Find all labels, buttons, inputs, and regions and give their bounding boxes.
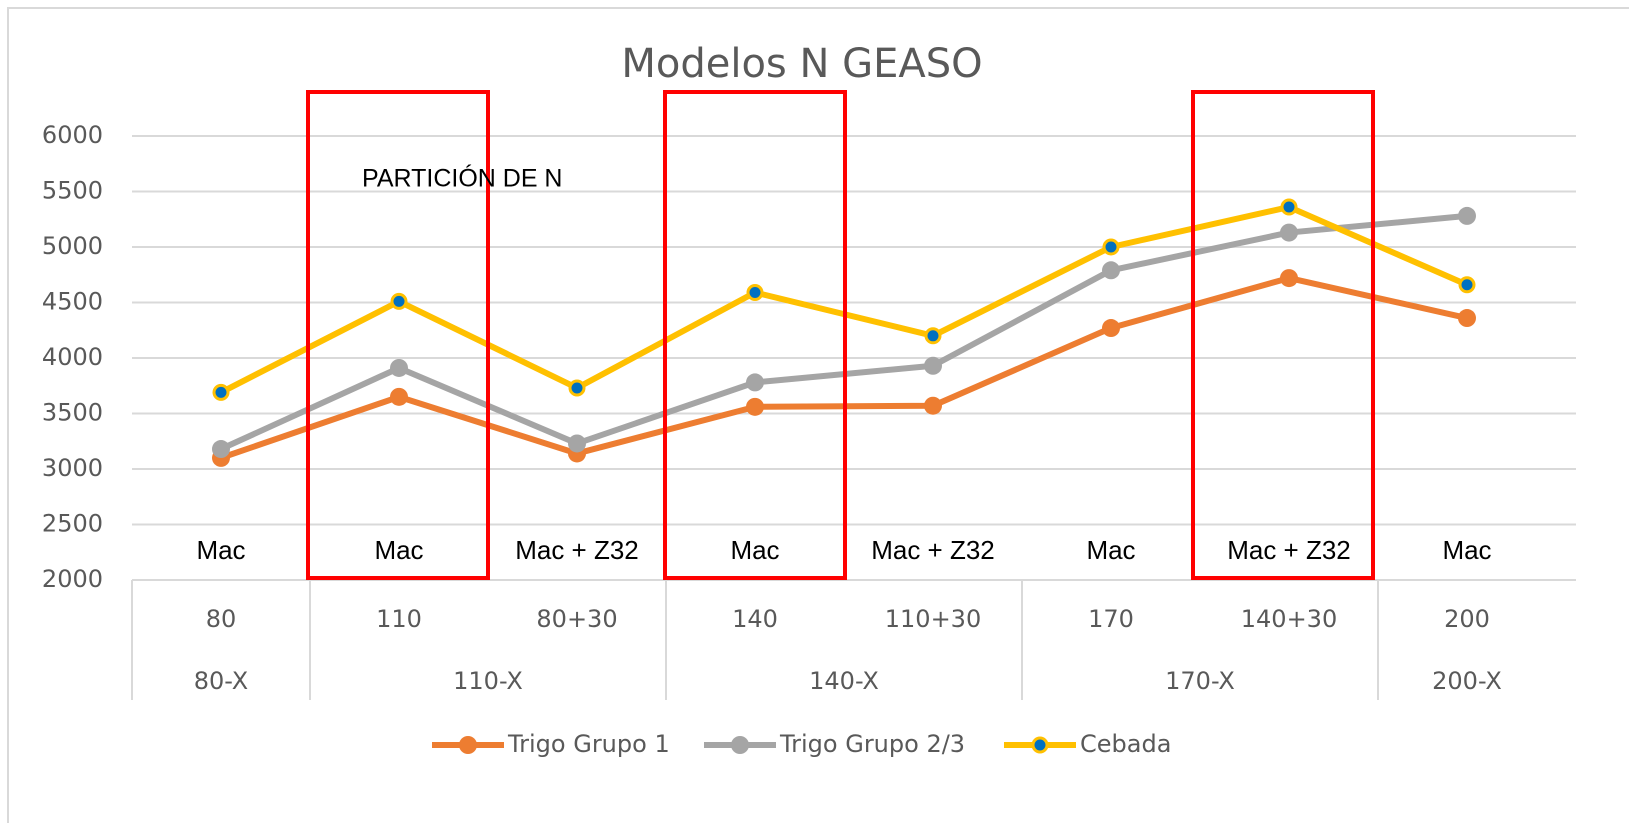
y-tick-label: 2500 — [42, 510, 103, 538]
point — [1102, 319, 1120, 338]
y-tick-label: 6000 — [42, 121, 103, 149]
y-tick-label: 5000 — [42, 232, 103, 260]
x-tick-label: 80+30 — [536, 605, 617, 633]
group-label: 110-X — [453, 667, 523, 695]
x-tick-label: 140+30 — [1241, 605, 1337, 633]
highlight-box — [306, 90, 490, 580]
treatment-label: Mac — [730, 535, 779, 565]
point — [1280, 223, 1298, 242]
point — [1280, 198, 1298, 216]
x-tick-label: 110+30 — [885, 605, 981, 633]
point — [212, 440, 230, 459]
point — [746, 284, 764, 302]
annotation: PARTICIÓN DE N — [362, 164, 563, 193]
y-tick-label: 3000 — [42, 454, 103, 482]
point — [924, 356, 942, 375]
point — [568, 434, 586, 453]
legend-marker — [1031, 736, 1049, 754]
point — [1458, 309, 1476, 328]
group-label: 170-X — [1165, 667, 1235, 695]
y-tick-label: 4000 — [42, 343, 103, 371]
grid: 2000 2500 3000 3500 4000 4500 5000 5500 6000 Mac 8… — [42, 121, 1576, 700]
legend-label: Cebada — [1080, 730, 1171, 758]
y-tick-label: 3500 — [42, 399, 103, 427]
y-tick-label: 5500 — [42, 177, 103, 205]
chart-title: Modelos N GEASO — [621, 41, 982, 87]
point — [568, 379, 586, 397]
y-tick-label: 4500 — [42, 288, 103, 316]
treatment-label: Mac — [1442, 535, 1491, 565]
legend-marker — [731, 736, 749, 754]
group-label: 80-X — [194, 667, 248, 695]
chart-border — [7, 7, 1629, 823]
point — [746, 397, 764, 416]
point — [1102, 261, 1120, 280]
legend-marker — [459, 736, 477, 754]
treatment-label: Mac — [196, 535, 245, 565]
point — [390, 292, 408, 310]
x-tick-label: 110 — [376, 605, 422, 633]
group-label: 200-X — [1432, 667, 1502, 695]
highlight-box — [1191, 90, 1375, 580]
point — [924, 396, 942, 415]
treatment-label: Mac + Z32 — [1227, 535, 1351, 565]
point — [924, 327, 942, 345]
y-tick-label: 2000 — [42, 565, 103, 593]
x-tick-label: 170 — [1088, 605, 1134, 633]
x-tick-label: 140 — [732, 605, 778, 633]
legend: Trigo Grupo 1 Trigo Grupo 2/3 Cebada — [432, 730, 1171, 758]
point — [746, 373, 764, 392]
treatment-label: Mac — [374, 535, 423, 565]
point — [1102, 238, 1120, 256]
x-tick-label: 80 — [206, 605, 237, 633]
legend-label: Trigo Grupo 2/3 — [779, 730, 965, 758]
point — [1458, 276, 1476, 294]
point — [212, 383, 230, 401]
legend-label: Trigo Grupo 1 — [507, 730, 670, 758]
group-label: 140-X — [809, 667, 879, 695]
point — [390, 358, 408, 377]
highlight-box — [663, 90, 847, 580]
treatment-label: Mac + Z32 — [871, 535, 995, 565]
point — [1458, 206, 1476, 225]
point — [390, 387, 408, 406]
treatment-label: Mac — [1086, 535, 1135, 565]
treatment-label: Mac + Z32 — [515, 535, 639, 565]
x-tick-label: 200 — [1444, 605, 1490, 633]
point — [1280, 269, 1298, 288]
